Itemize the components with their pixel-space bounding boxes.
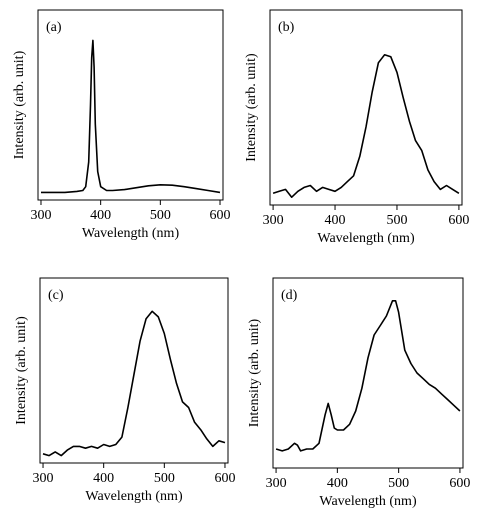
x-tick-label: 500 (154, 471, 175, 486)
x-tick-label: 600 (214, 471, 235, 486)
panel-label: (a) (46, 20, 62, 35)
x-tick-label: 500 (150, 208, 171, 223)
spectrum-line (272, 54, 460, 198)
x-tick-label: 400 (325, 213, 346, 228)
panel-label: (c) (48, 288, 64, 303)
x-tick-label: 300 (30, 208, 51, 223)
x-tick-label: 600 (210, 208, 231, 223)
x-tick-label: 300 (263, 213, 284, 228)
x-tick-label: 600 (448, 213, 469, 228)
x-tick-label: 300 (266, 476, 287, 491)
x-tick-label: 600 (449, 476, 470, 491)
y-axis-label: Intensity (arb. unit) (247, 318, 262, 427)
x-axis-label: Wavelength (nm) (319, 494, 417, 509)
x-tick-label: 500 (388, 476, 409, 491)
y-axis-label: Intensity (arb. unit) (244, 53, 259, 162)
plot-frame (272, 277, 464, 469)
x-tick-label: 400 (327, 476, 348, 491)
panel-label: (b) (278, 20, 295, 35)
panel-label: (d) (281, 288, 298, 303)
y-axis-label: Intensity (arb. unit) (14, 316, 29, 425)
spectrum-line (41, 39, 221, 194)
spectrum-line (42, 310, 226, 457)
x-tick-label: 300 (33, 471, 54, 486)
x-tick-label: 400 (93, 471, 114, 486)
spectrum-line (275, 300, 461, 452)
x-axis-label: Wavelength (nm) (317, 231, 415, 246)
x-tick-label: 500 (386, 213, 407, 228)
plot-frame (269, 9, 463, 206)
plot-frame (39, 277, 229, 464)
x-axis-label: Wavelength (nm) (85, 489, 183, 504)
y-axis-label: Intensity (arb. unit) (12, 50, 27, 159)
x-tick-label: 400 (90, 208, 111, 223)
plot-frame (37, 9, 224, 201)
x-axis-label: Wavelength (nm) (82, 226, 180, 241)
